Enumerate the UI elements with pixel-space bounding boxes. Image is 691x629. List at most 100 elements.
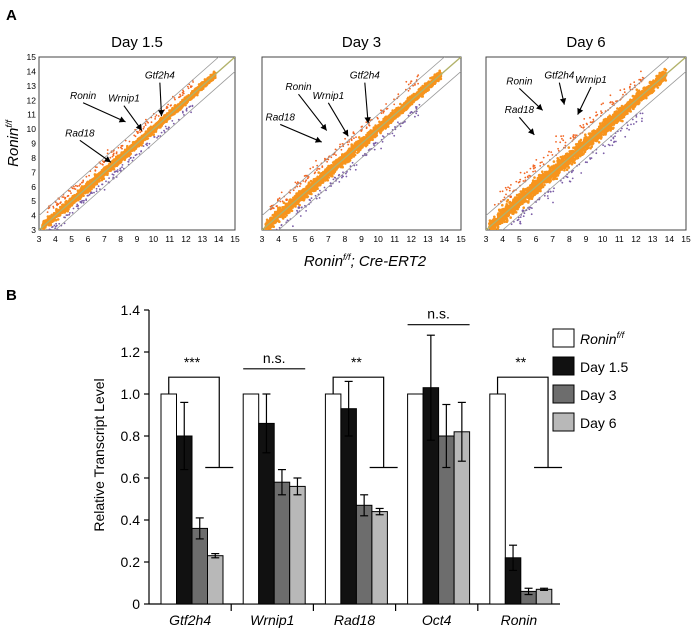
scatter-point [144,122,147,125]
scatter-point [121,164,124,166]
scatter-point [108,177,110,180]
scatter-point [50,213,53,217]
scatter-point [173,97,176,99]
scatter-point [203,78,207,81]
scatter-x-tick-label: 8 [118,234,123,244]
scatter-point [191,105,194,108]
scatter-x-tick-label: 5 [69,234,74,244]
scatter-point [101,183,104,186]
scatter-point [76,197,80,201]
scatter-point [139,131,142,134]
scatter-point [95,180,99,184]
scatter-point [120,146,122,149]
scatter-point [105,180,107,183]
scatter-point [378,120,381,124]
scatter-point [111,155,114,158]
scatter-point [52,207,55,209]
scatter-x-tick-label: 12 [181,234,191,244]
scatter-point [266,231,269,234]
scatter-point [136,130,138,133]
scatter-point [189,85,192,88]
scatter-point [55,207,58,211]
scatter-point [178,96,180,99]
scatter-point [196,93,199,97]
scatter-point [181,91,184,94]
scatter-diagonal [39,57,235,230]
scatter-point [144,124,147,126]
scatter-point [192,81,195,83]
scatter-point [58,214,61,217]
scatter-point [267,232,270,235]
scatter-point [74,188,77,191]
scatter-point [85,184,88,187]
scatter-point [66,195,69,198]
scatter-fold-line-lower [55,71,235,230]
scatter-point [82,179,85,182]
scatter-point [76,203,79,206]
scatter-point [71,211,74,214]
scatter-point [71,187,74,190]
scatter-point [127,160,130,163]
scatter-point [101,169,104,172]
scatter-point [119,167,122,170]
scatter-y-tick-label: 3 [31,225,36,235]
scatter-point [141,141,144,145]
scatter-point [56,204,58,207]
scatter-point [69,212,71,214]
scatter-x-tick-label: 10 [149,234,159,244]
scatter-point [145,118,147,121]
scatter-point [42,229,45,230]
scatter-x-tick-label: 7 [102,234,107,244]
scatter-point [55,201,57,204]
scatter-point [44,231,47,234]
scatter-point [157,115,160,117]
scatter-point [185,107,188,110]
scatter-point [148,142,151,145]
scatter-point [128,140,131,143]
gene-annotation-arrow [79,139,112,163]
scatter-point [148,134,151,138]
scatter-point [78,189,82,193]
scatter-panel-2: Day 33 4 5 6 7 8 9 10 11 12 13 14 15Gtf2h4RoninWrnip… [260,34,466,244]
scatter-point [142,145,145,148]
scatter-y-tick-label: 14 [27,66,37,76]
scatter-point [160,131,163,134]
scatter-point [155,121,159,125]
scatter-point [179,93,181,96]
scatter-point [77,207,79,210]
scatter-point [181,94,184,96]
scatter-point [116,156,120,159]
scatter-point [142,127,145,130]
scatter-point [154,116,157,118]
scatter-point [51,225,54,228]
scatter-point [109,156,112,159]
scatter-point [264,231,267,234]
scatter-point [179,106,182,110]
gene-annotation-arrowhead [135,123,142,131]
scatter-point [177,108,181,112]
scatter-point [146,137,150,140]
scatter-point [157,126,160,129]
scatter-point [112,152,115,155]
scatter-point [69,190,71,193]
scatter-x-tick-label: 13 [198,234,208,244]
scatter-point [106,149,109,151]
scatter-point [386,125,390,128]
scatter-point [186,85,189,88]
scatter-y-tick-label: 12 [27,95,37,105]
scatter-point [130,156,132,159]
scatter-point [123,158,126,162]
gene-annotation-label: Ronin [70,91,97,102]
scatter-point [212,70,216,74]
scatter-point [102,177,106,180]
scatter-point [79,201,82,204]
scatter-point [53,224,56,227]
scatter-point [158,119,161,123]
scatter-point [64,197,66,200]
scatter-x-tick-label: 6 [86,234,91,244]
scatter-point [167,126,170,129]
scatter-point [112,154,115,157]
scatter-point [61,196,64,198]
scatter-point [153,136,156,138]
scatter-point [54,227,56,230]
